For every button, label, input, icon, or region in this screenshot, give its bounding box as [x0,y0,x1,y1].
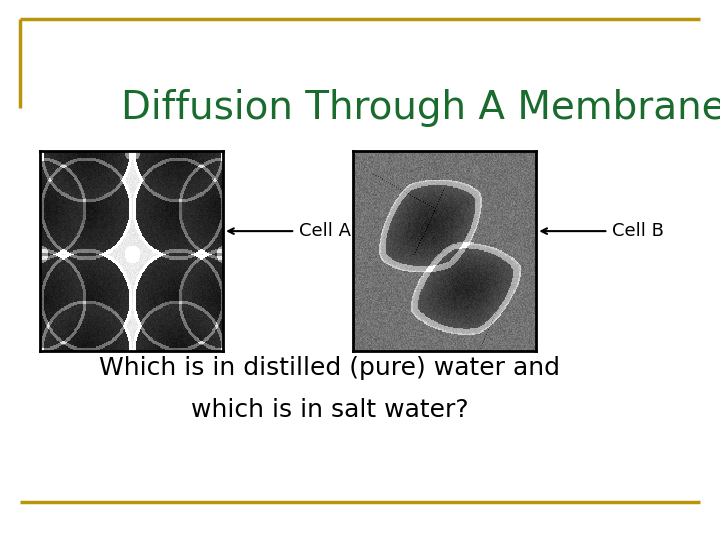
Text: Diffusion Through A Membrane: Diffusion Through A Membrane [121,90,720,127]
Text: Cell A: Cell A [299,222,351,240]
Text: which is in salt water?: which is in salt water? [191,398,469,422]
Text: Which is in distilled (pure) water and: Which is in distilled (pure) water and [99,356,560,380]
Text: Cell B: Cell B [612,222,664,240]
